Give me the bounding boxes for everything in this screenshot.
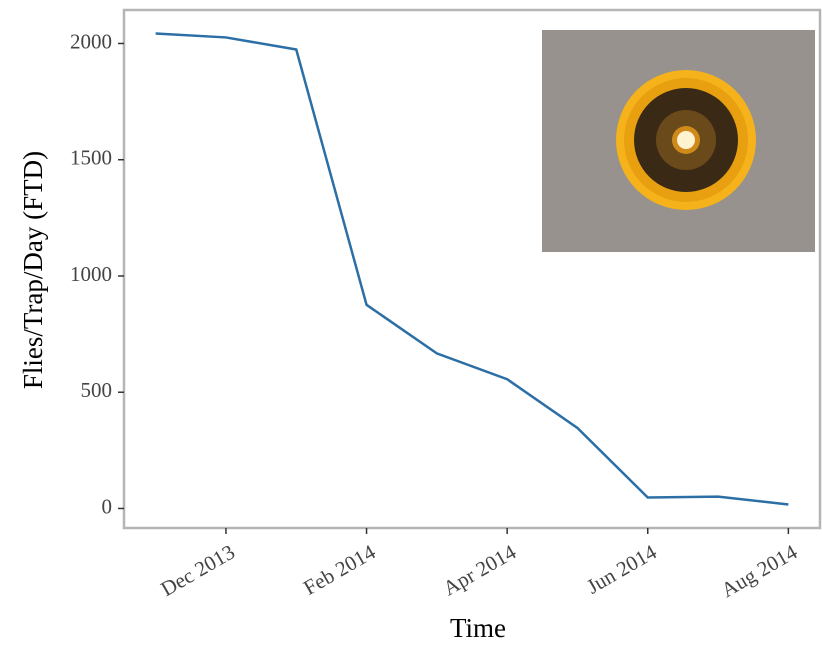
y-tick-label: 500 [81,378,113,402]
y-tick-label: 1500 [70,146,112,170]
x-tick-label: Dec 2013 [157,540,239,601]
y-axis-title: Flies/Trap/Day (FTD) [18,151,48,389]
chart: Time Flies/Trap/Day (FTD) 0 500 1000 1500 20… [0,0,822,654]
y-tick-label: 2000 [70,29,112,53]
x-tick-label: Feb 2014 [299,539,380,599]
y-tick-label: 0 [102,494,113,518]
x-tick-label: Jun 2014 [582,539,661,598]
x-tick-label: Apr 2014 [439,539,521,600]
x-axis-title: Time [450,613,506,643]
x-tick-label: Aug 2014 [717,539,802,602]
inset-photo [542,30,815,252]
y-tick-label: 1000 [70,262,112,286]
